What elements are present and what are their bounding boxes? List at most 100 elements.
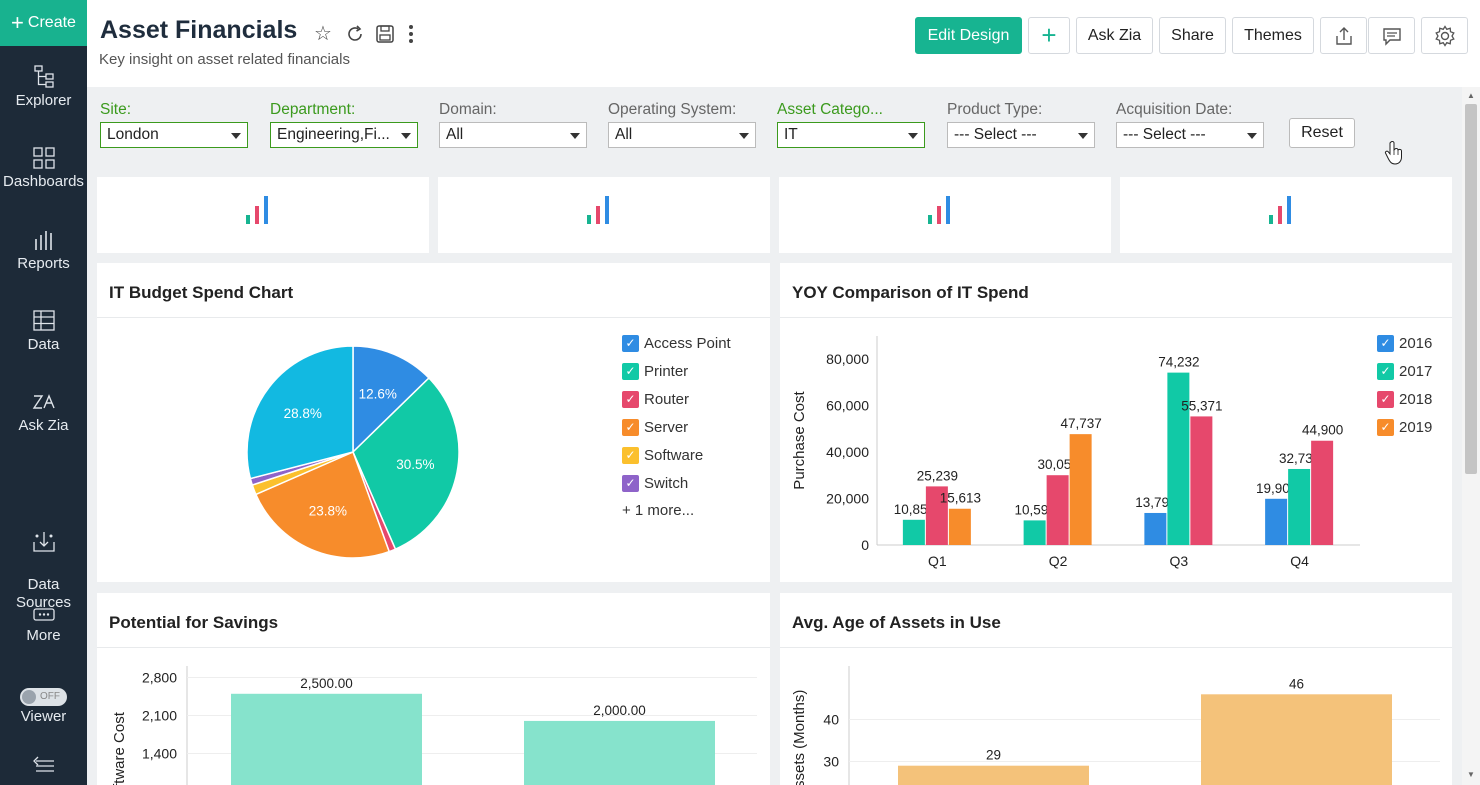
export-button[interactable]	[1320, 17, 1367, 54]
pie-slice-label: 23.8%	[309, 503, 347, 518]
budget-spend-card[interactable]: IT Budget Spend Chart 12.6% 30.5% 23.8% 28.…	[97, 263, 770, 582]
edit-design-button[interactable]: Edit Design	[915, 17, 1022, 54]
settings-button[interactable]	[1421, 17, 1468, 54]
themes-button[interactable]: Themes	[1232, 17, 1314, 54]
bar[interactable]	[1201, 694, 1392, 785]
scroll-thumb[interactable]	[1465, 104, 1477, 474]
filter-dropdown[interactable]: --- Select ---	[947, 122, 1095, 148]
vertical-scrollbar[interactable]: ▲ ▼	[1462, 87, 1480, 785]
bar[interactable]	[524, 720, 715, 785]
reset-button[interactable]: Reset	[1289, 118, 1355, 148]
legend-item[interactable]: ✓ 2016	[1377, 329, 1432, 357]
bar[interactable]	[1046, 475, 1069, 545]
sidebar-item-viewer[interactable]: OFF Viewer	[0, 686, 87, 725]
bar[interactable]	[902, 519, 925, 545]
ask-zia-button[interactable]: Ask Zia	[1076, 17, 1153, 54]
bar[interactable]	[1190, 416, 1213, 545]
kpi-widget-loading[interactable]	[438, 177, 770, 253]
yoy-spend-card[interactable]: YOY Comparison of IT Spend 0 20,000 40,000…	[780, 263, 1452, 582]
checkbox-checked-icon[interactable]: ✓	[622, 474, 639, 492]
filter-dropdown[interactable]: All	[439, 122, 587, 148]
collapse-sidebar-button[interactable]	[0, 754, 87, 776]
comments-button[interactable]	[1368, 17, 1415, 54]
star-icon[interactable]: ☆	[314, 23, 332, 45]
bar[interactable]	[1288, 468, 1311, 545]
kpi-widget-loading[interactable]	[97, 177, 429, 253]
kpi-widget-loading[interactable]	[1120, 177, 1452, 253]
legend-more-link[interactable]: + 1 more...	[622, 502, 695, 519]
y-tick-label: 20,000	[826, 491, 869, 507]
sidebar-item-explorer[interactable]: Explorer	[0, 64, 87, 109]
bar[interactable]	[898, 765, 1089, 785]
legend-item[interactable]: ✓ Server	[622, 413, 731, 441]
bar[interactable]	[231, 693, 422, 785]
sidebar-item-reports[interactable]: Reports	[0, 229, 87, 272]
checkbox-checked-icon[interactable]: ✓	[622, 446, 639, 464]
yoy-bar-chart[interactable]: 0 20,000 40,000 60,000 80,000 Purchase Cost 10…	[780, 318, 1370, 582]
add-widget-button[interactable]: +	[1028, 17, 1070, 54]
filter-dropdown[interactable]: London	[100, 122, 248, 148]
kebab-menu-icon[interactable]	[405, 21, 417, 50]
pie-slice[interactable]	[352, 345, 430, 454]
filter-dropdown[interactable]: Engineering,Fi...	[270, 122, 418, 148]
share-button[interactable]: Share	[1159, 17, 1226, 54]
bar[interactable]	[1069, 434, 1092, 545]
scroll-down-arrow[interactable]: ▼	[1467, 770, 1475, 779]
collapse-icon	[32, 756, 54, 772]
pie-slice[interactable]	[254, 450, 391, 559]
savings-bar-chart[interactable]: 1,400 2,100 2,800 ftware Cost 2,500.00 2,000.…	[97, 648, 770, 785]
divider	[97, 647, 770, 648]
sidebar-item-label: Reports	[17, 255, 70, 272]
sidebar-item-data-sources[interactable]: Data Sources	[0, 512, 87, 612]
savings-card[interactable]: Potential for Savings 1,400 2,100 2,800 ftw…	[97, 593, 770, 785]
checkbox-checked-icon[interactable]: ✓	[1377, 362, 1394, 380]
kpi-widget-loading[interactable]	[779, 177, 1111, 253]
legend-item[interactable]: ✓ Printer	[622, 357, 731, 385]
sidebar-item-more[interactable]: More	[0, 607, 87, 644]
bar[interactable]	[948, 508, 971, 545]
bar[interactable]	[925, 486, 948, 545]
legend-item[interactable]: ✓ Switch	[622, 469, 731, 497]
legend-item[interactable]: ✓ Software	[622, 441, 731, 469]
create-button[interactable]: + Create	[0, 0, 87, 46]
bar[interactable]	[1167, 372, 1190, 545]
scroll-up-arrow[interactable]: ▲	[1467, 91, 1475, 100]
asset-age-card[interactable]: Avg. Age of Assets in Use 30 40 ssets (Mon…	[780, 593, 1452, 785]
sidebar-item-dashboards[interactable]: Dashboards	[0, 147, 87, 190]
checkbox-checked-icon[interactable]: ✓	[1377, 334, 1394, 352]
bar[interactable]	[1265, 498, 1288, 545]
refresh-icon[interactable]	[345, 21, 365, 50]
pie-slice[interactable]	[246, 345, 354, 480]
checkbox-checked-icon[interactable]: ✓	[622, 418, 639, 436]
checkbox-checked-icon[interactable]: ✓	[1377, 418, 1394, 436]
viewer-toggle[interactable]: OFF	[20, 688, 67, 706]
bar-value-label: 29	[986, 748, 1001, 763]
checkbox-checked-icon[interactable]: ✓	[622, 390, 639, 408]
bar[interactable]	[1144, 512, 1167, 545]
checkbox-checked-icon[interactable]: ✓	[622, 334, 639, 352]
bar-value-label: 30,056	[1037, 457, 1078, 472]
checkbox-checked-icon[interactable]: ✓	[1377, 390, 1394, 408]
bar-value-label: 15,613	[940, 491, 981, 506]
bar[interactable]	[1311, 440, 1334, 545]
checkbox-checked-icon[interactable]: ✓	[622, 362, 639, 380]
asset-age-bar-chart[interactable]: 30 40 ssets (Months) 29 46	[780, 648, 1452, 785]
bar[interactable]	[1023, 520, 1046, 545]
card-title: IT Budget Spend Chart	[109, 283, 294, 302]
sidebar-item-ask-zia[interactable]: Ask Zia	[0, 391, 87, 434]
legend-item[interactable]: ✓ 2017	[1377, 357, 1432, 385]
legend-item[interactable]: ✓ 2018	[1377, 385, 1432, 413]
save-icon[interactable]	[375, 21, 395, 50]
bar-value-label: 19,901	[1256, 481, 1297, 496]
pie-chart[interactable]: 12.6% 30.5% 23.8% 28.8%	[97, 318, 617, 582]
legend-item[interactable]: ✓ Router	[622, 385, 731, 413]
data-icon	[32, 310, 55, 331]
filter-dropdown[interactable]: --- Select ---	[1116, 122, 1264, 148]
legend-item[interactable]: ✓ Access Point	[622, 329, 731, 357]
sidebar-item-data[interactable]: Data	[0, 310, 87, 353]
sidebar-item-label: Explorer	[15, 92, 72, 109]
pie-slice[interactable]	[352, 376, 460, 551]
legend-item[interactable]: ✓ 2019	[1377, 413, 1432, 441]
filter-dropdown[interactable]: IT	[777, 122, 925, 148]
filter-dropdown[interactable]: All	[608, 122, 756, 148]
